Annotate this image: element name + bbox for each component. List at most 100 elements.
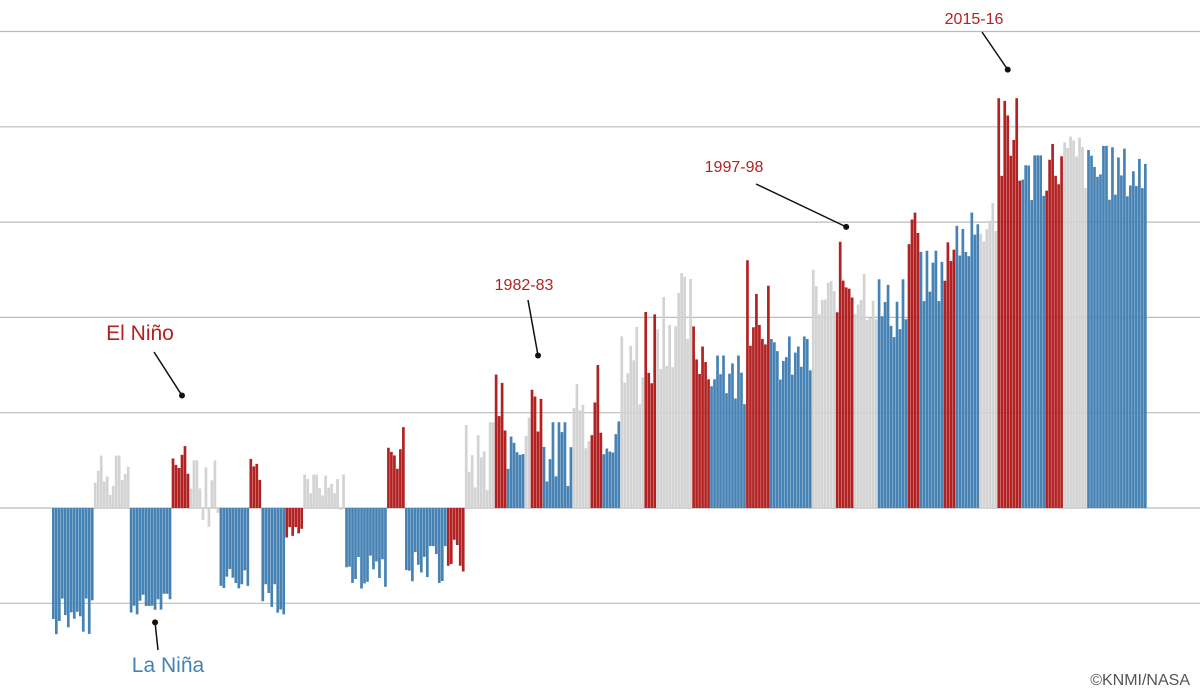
bar-el-nino	[590, 435, 594, 508]
bar-neutral	[485, 490, 489, 508]
bar-la-nina	[608, 451, 612, 508]
bar-el-nino	[249, 458, 253, 508]
bar-la-nina	[566, 486, 570, 508]
bar-neutral	[820, 299, 824, 508]
bar-el-nino	[530, 389, 534, 508]
bar-neutral	[689, 279, 692, 508]
bar-neutral	[204, 467, 208, 508]
bar-neutral	[464, 425, 468, 508]
bar-neutral	[979, 233, 983, 508]
annotation-leader-line	[527, 299, 539, 356]
bar-neutral	[853, 313, 857, 508]
bar-neutral	[817, 314, 821, 508]
bar-neutral	[470, 455, 474, 508]
bar-la-nina	[1102, 145, 1105, 509]
annotation-label: La Niña	[132, 654, 205, 677]
bar-el-nino	[844, 287, 848, 508]
bar-el-nino	[752, 327, 755, 508]
bar-la-nina	[261, 508, 265, 602]
bar-el-nino	[1015, 98, 1019, 509]
bar-el-nino	[258, 479, 262, 508]
bar-el-nino	[1003, 100, 1007, 508]
bar-el-nino	[449, 508, 453, 564]
bar-la-nina	[351, 508, 354, 583]
bar-la-nina	[886, 284, 890, 508]
bar-el-nino	[1000, 175, 1004, 508]
bar-la-nina	[716, 355, 719, 508]
bar-la-nina	[369, 508, 372, 556]
bar-el-nino	[177, 467, 181, 508]
bar-la-nina	[60, 508, 64, 599]
annotation-label: 1997-98	[705, 159, 764, 176]
bar-la-nina	[69, 508, 73, 613]
bar-la-nina	[509, 436, 513, 508]
bar-la-nina	[883, 302, 887, 508]
annotations: El Niño La Niña 1982-83 1997-98 2015-16	[106, 11, 1011, 677]
bar-la-nina	[282, 508, 286, 615]
bar-la-nina	[1093, 166, 1096, 508]
bar-neutral	[868, 317, 872, 508]
bar-neutral	[829, 280, 833, 508]
bar-la-nina	[276, 508, 280, 613]
bar-neutral	[102, 481, 106, 508]
bar-el-nino	[707, 379, 710, 508]
bar-la-nina	[1087, 150, 1090, 509]
bar-la-nina	[162, 508, 166, 594]
bar-el-nino	[1060, 156, 1063, 509]
bar-el-nino	[1012, 139, 1016, 509]
bar-la-nina	[159, 508, 163, 610]
bar-neutral	[339, 508, 342, 510]
bar-el-nino	[461, 508, 465, 572]
annotation-2015-16: 2015-16	[945, 11, 1011, 73]
bar-el-nino	[698, 373, 701, 508]
bar-el-nino	[174, 464, 178, 508]
annotation-la-ni-a: La Niña	[132, 619, 205, 677]
bar-la-nina	[237, 508, 241, 589]
bar-el-nino	[294, 508, 298, 528]
bar-neutral	[198, 488, 202, 508]
bar-el-nino	[452, 508, 456, 540]
bar-el-nino	[847, 288, 851, 508]
bar-la-nina	[796, 346, 800, 508]
bar-la-nina	[381, 508, 384, 560]
bar-el-nino	[1018, 180, 1022, 508]
bar-la-nina	[713, 379, 716, 508]
bar-la-nina	[605, 448, 609, 508]
bar-neutral	[871, 300, 875, 508]
bar-neutral	[991, 203, 995, 509]
bar-la-nina	[264, 508, 268, 585]
bar-neutral	[668, 324, 671, 508]
bar-la-nina	[219, 508, 223, 586]
bar-neutral	[123, 474, 127, 508]
bar-neutral	[659, 368, 663, 508]
bar-el-nino	[446, 508, 450, 566]
bar-la-nina	[422, 508, 426, 557]
bar-neutral	[662, 297, 666, 508]
bar-la-nina	[354, 508, 357, 579]
bar-neutral	[333, 493, 336, 508]
bar-neutral	[524, 435, 528, 508]
bar-la-nina	[417, 508, 420, 565]
bar-el-nino	[761, 338, 764, 508]
bar-neutral	[99, 455, 103, 508]
bar-el-nino	[399, 449, 402, 508]
bar-el-nino	[255, 463, 259, 508]
bar-la-nina	[976, 224, 980, 509]
bar-la-nina	[961, 228, 965, 508]
bar-el-nino	[596, 365, 600, 508]
bar-neutral	[105, 476, 109, 508]
bar-la-nina	[52, 508, 55, 620]
bar-neutral	[814, 286, 818, 508]
bar-el-nino	[252, 466, 256, 508]
bar-la-nina	[805, 338, 809, 508]
bar-neutral	[620, 336, 624, 508]
bar-la-nina	[240, 508, 244, 585]
bar-neutral	[988, 220, 992, 508]
bar-el-nino	[536, 431, 540, 508]
bar-neutral	[491, 422, 495, 508]
bar-neutral	[581, 404, 585, 508]
bar-neutral	[216, 508, 220, 513]
bar-neutral	[321, 495, 324, 508]
bar-la-nina	[512, 442, 516, 508]
bar-la-nina	[81, 508, 85, 632]
